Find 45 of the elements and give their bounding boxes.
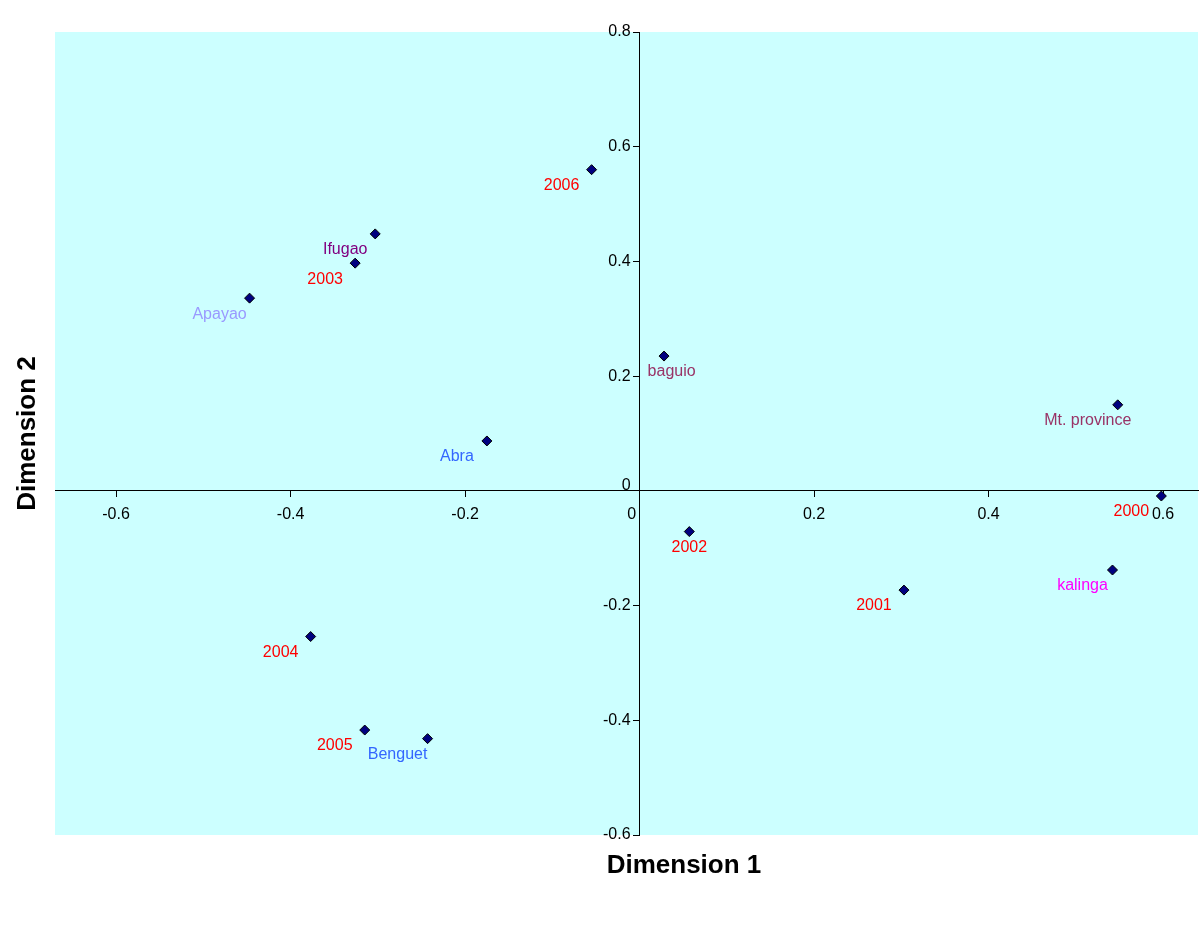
annotation: kalinga xyxy=(1057,576,1108,594)
annotation: 2006 xyxy=(543,176,580,194)
annotation: Apayao xyxy=(192,304,247,322)
x-tick-label: 0.2 xyxy=(802,504,826,522)
point xyxy=(359,724,371,736)
point xyxy=(369,228,381,240)
point xyxy=(1112,399,1124,411)
y-tick-label: 0.6 xyxy=(608,137,631,155)
annotation: baguio xyxy=(647,362,696,380)
point xyxy=(422,733,434,745)
point xyxy=(586,164,598,176)
annotation: Ifugao xyxy=(322,240,368,258)
annotation: 2003 xyxy=(307,269,344,287)
x-tick-label: 0.4 xyxy=(977,504,1000,522)
x-tick-label: 0.6 xyxy=(1151,504,1175,522)
annotation: 2004 xyxy=(262,642,299,660)
annotation: Abra xyxy=(440,447,474,465)
annotation: 2001 xyxy=(856,596,892,614)
y-tick-label: 0.8 xyxy=(608,22,631,40)
y-axis-title: Dimension 2 xyxy=(11,356,42,511)
point xyxy=(1155,490,1167,502)
y-tick-label: 0.4 xyxy=(608,251,631,269)
annotation: 2000 xyxy=(1113,502,1150,520)
point xyxy=(481,435,493,447)
x-tick-label: -0.2 xyxy=(451,504,479,522)
annotation: 2002 xyxy=(671,537,708,555)
point xyxy=(683,526,695,538)
point xyxy=(658,350,670,362)
x-axis-title: Dimension 1 xyxy=(606,849,762,880)
y-tick-label: 0.2 xyxy=(608,366,631,384)
y-tick-label: 0 xyxy=(621,476,631,494)
point xyxy=(305,631,317,643)
point xyxy=(898,584,910,596)
y-tick-label: -0.4 xyxy=(603,710,631,728)
point xyxy=(1106,564,1118,576)
point xyxy=(244,292,256,304)
annotation: Benguet xyxy=(367,745,428,763)
x-tick-label: -0.6 xyxy=(102,504,130,522)
y-tick-label: -0.2 xyxy=(603,595,631,613)
annotation: 2005 xyxy=(316,736,353,754)
point xyxy=(349,257,361,269)
y-tick-label: -0.6 xyxy=(603,825,631,843)
annotation: Mt. province xyxy=(1044,411,1132,429)
x-tick-label: 0 xyxy=(627,504,653,522)
x-tick-label: -0.4 xyxy=(276,504,305,522)
